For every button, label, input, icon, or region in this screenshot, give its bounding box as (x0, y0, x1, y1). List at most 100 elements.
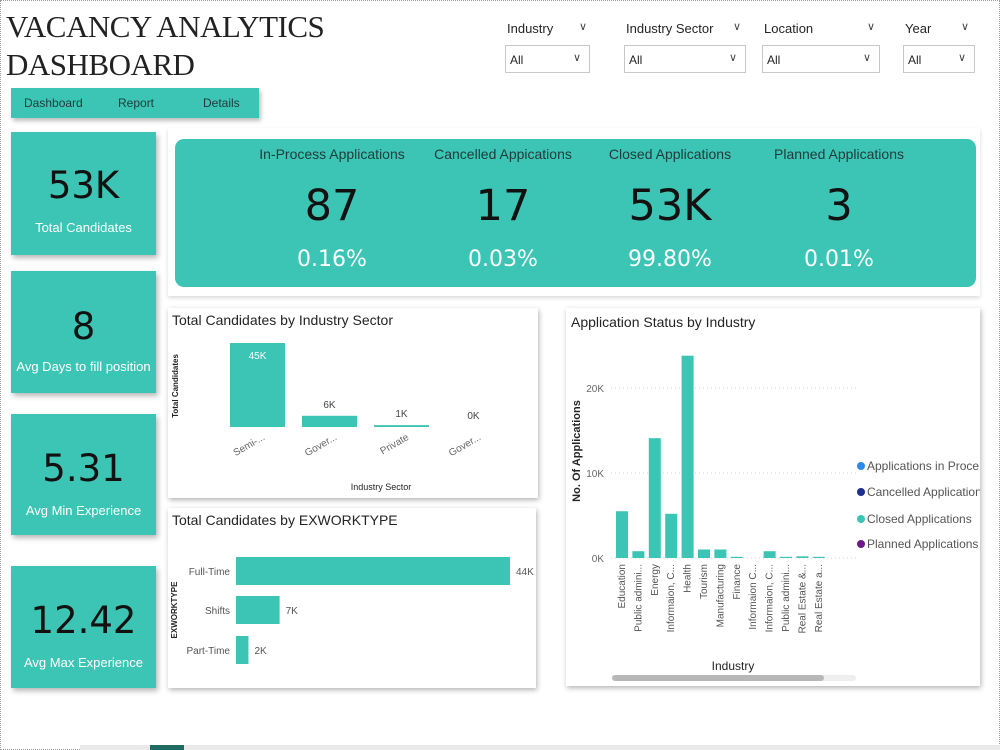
application-kpi-panel: In-Process Applications 87 0.16% Cancell… (175, 139, 976, 287)
status-category-label: Education (617, 564, 628, 608)
worktype-chart-title: Total Candidates by EXWORKTYPE (172, 512, 398, 528)
status-x-axis-title: Industry (712, 659, 755, 673)
in-process-title: In-Process Applications (259, 146, 405, 162)
status-category-label: Real Estate &... (797, 564, 808, 633)
in-process-percent: 0.16% (297, 247, 367, 272)
sector-chart-title: Total Candidates by Industry Sector (172, 312, 394, 328)
chevron-down-icon[interactable]: ∨ (579, 21, 588, 33)
chevron-down-icon: ∨ (572, 52, 581, 64)
location-dropdown[interactable]: All ∨ (762, 45, 880, 73)
status-bar (665, 513, 678, 558)
status-bar (730, 556, 743, 558)
status-bar (763, 551, 776, 558)
status-category-label: Informaion, C... (765, 564, 776, 632)
chevron-down-icon: ∨ (728, 52, 737, 64)
nav-details-button[interactable]: Details (203, 96, 240, 110)
chevron-down-icon: ∨ (957, 52, 966, 64)
year-slicer[interactable]: Year ∨ (905, 20, 975, 38)
year-dropdown-value: All (908, 53, 922, 67)
legend-label: Planned Applications (867, 537, 978, 551)
worktype-category-label: Shifts (205, 606, 230, 617)
page-title-line2: DASHBOARD (6, 47, 195, 82)
sector-x-axis-title: Industry Sector (351, 482, 412, 492)
nav-dashboard-button[interactable]: Dashboard (24, 96, 83, 110)
status-y-tick-label: 10K (586, 469, 604, 480)
status-bar (698, 549, 710, 558)
industry-dropdown-value: All (510, 53, 524, 67)
status-bar (616, 511, 628, 558)
status-category-label: Energy (650, 564, 661, 596)
status-y-tick-label: 0K (592, 554, 605, 565)
horizontal-scrollbar-thumb (612, 675, 824, 681)
total-candidates-value: 53K (47, 164, 120, 207)
legend-label: Applications in Proce... (867, 459, 980, 473)
nav-report-button[interactable]: Report (118, 96, 155, 110)
cancelled-percent: 0.03% (468, 247, 538, 272)
status-category-label: Public admini... (781, 564, 792, 632)
worktype-y-axis-title: EXWORKTYPE (170, 581, 179, 639)
page-title: VACANCY ANALYTICS DASHBOARD (6, 8, 325, 84)
industry-sector-slicer-label: Industry Sector (626, 21, 714, 36)
page-tab-bar (80, 745, 1000, 750)
sector-y-axis-title: Total Candidates (171, 354, 180, 418)
active-page-tab[interactable] (150, 745, 184, 750)
sector-data-label: 6K (323, 400, 336, 411)
closed-title: Closed Applications (608, 146, 732, 162)
industry-sector-dropdown[interactable]: All ∨ (624, 45, 746, 73)
status-bar (632, 551, 645, 558)
nav-bar: Dashboard Report Details (11, 88, 259, 118)
status-bar (796, 556, 809, 558)
chevron-down-icon[interactable]: ∨ (867, 21, 876, 33)
sector-data-label: 45K (249, 351, 267, 362)
legend-marker (857, 462, 865, 470)
total-candidates-card: 53K Total Candidates (11, 132, 156, 255)
planned-percent: 0.01% (804, 247, 874, 272)
avg-min-experience-label: Avg Min Experience (25, 503, 142, 518)
chevron-down-icon[interactable]: ∨ (733, 21, 742, 33)
industry-sector-dropdown-value: All (629, 53, 643, 67)
status-category-label: Public admini... (633, 564, 644, 632)
location-slicer-label: Location (764, 21, 814, 36)
total-candidates-label: Total Candidates (35, 220, 132, 235)
status-y-axis-title: No. Of Applications (571, 400, 583, 502)
cancelled-title: Cancelled Appications (434, 146, 572, 162)
sector-data-label: 0K (467, 411, 480, 422)
planned-value: 3 (825, 181, 853, 231)
closed-percent: 99.80% (628, 247, 712, 272)
worktype-bar (236, 636, 249, 664)
legend-label: Cancelled Applications (867, 485, 980, 499)
status-bar (812, 556, 825, 558)
worktype-category-label: Full-Time (189, 567, 231, 578)
avg-days-value: 8 (71, 305, 96, 348)
avg-min-experience-value: 5.31 (42, 447, 125, 490)
industry-dropdown[interactable]: All ∨ (505, 45, 590, 73)
page-title-line1: VACANCY ANALYTICS (6, 9, 325, 44)
industry-sector-slicer[interactable]: Industry Sector ∨ (626, 20, 746, 38)
worktype-data-label: 7K (286, 606, 299, 617)
status-category-label: Tourism (699, 564, 710, 599)
status-category-label: Finance (732, 564, 743, 600)
status-chart-panel: Application Status by Industry 0K 10K 20K E… (566, 308, 980, 686)
location-dropdown-value: All (767, 53, 781, 67)
worktype-data-label: 2K (254, 646, 267, 657)
legend-marker (857, 540, 865, 548)
status-category-label: Real Estate a... (814, 564, 825, 632)
status-category-label: Health (683, 564, 694, 593)
location-slicer[interactable]: Location ∨ (764, 20, 880, 38)
year-dropdown[interactable]: All ∨ (903, 45, 975, 73)
status-chart-title: Application Status by Industry (571, 314, 756, 330)
legend-marker (857, 488, 865, 496)
legend-label: Closed Applications (867, 512, 972, 526)
worktype-category-label: Part-Time (186, 646, 230, 657)
sector-category-label: Gover... (447, 432, 483, 459)
status-category-label: Informaion C... (748, 564, 759, 630)
in-process-value: 87 (304, 181, 360, 231)
avg-days-label: Avg Days to fill position (16, 359, 151, 374)
chevron-down-icon[interactable]: ∨ (961, 21, 970, 33)
status-category-label: Manufacturing (715, 564, 726, 627)
sector-bar (374, 425, 429, 427)
worktype-chart-panel: Total Candidates by EXWORKTYPE Full-Time… (168, 508, 536, 688)
industry-slicer[interactable]: Industry ∨ (507, 20, 592, 38)
sector-data-label: 1K (395, 409, 408, 420)
sector-bar (302, 415, 357, 427)
